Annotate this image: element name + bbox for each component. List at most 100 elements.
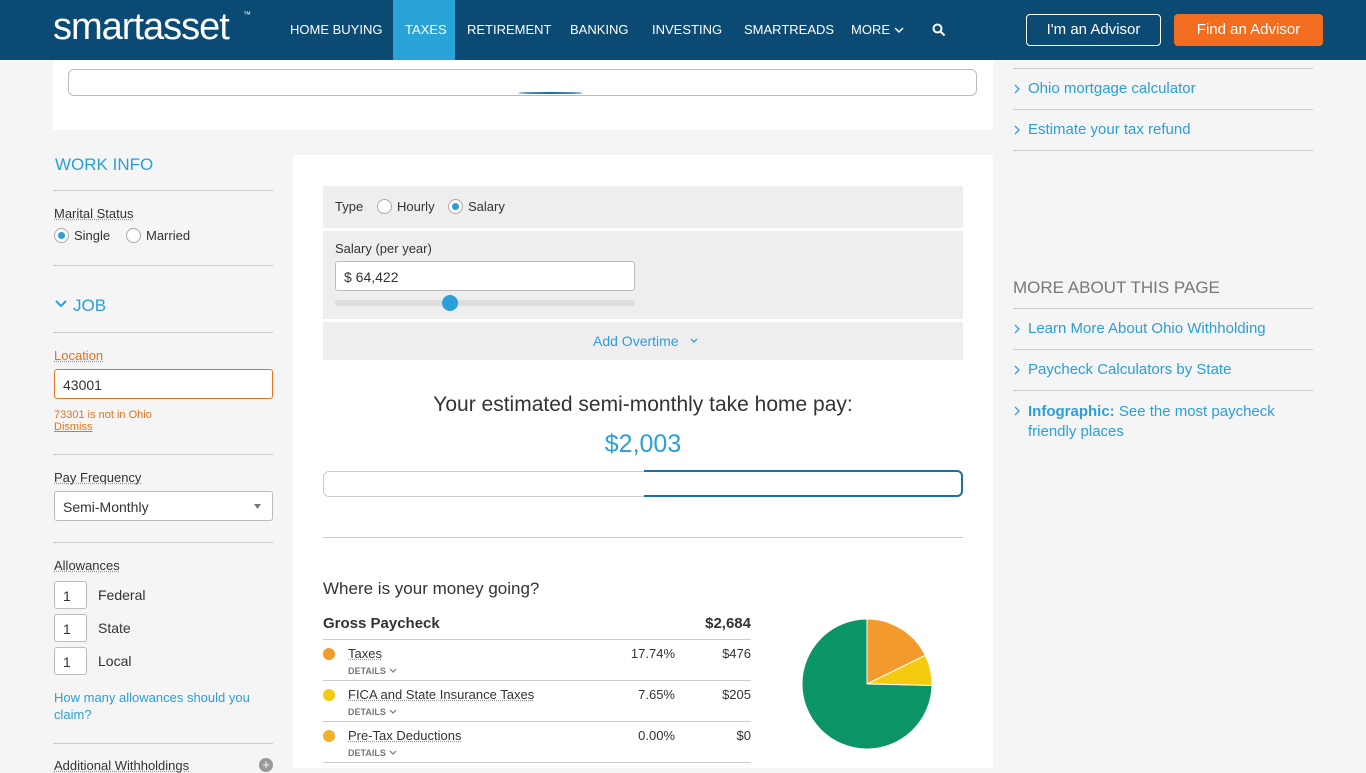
chevron [690, 338, 698, 343]
overtime-link[interactable]: Add Overtime [593, 333, 679, 349]
legend-dot [323, 730, 335, 742]
search-icon[interactable] [932, 23, 946, 37]
result-bar-fill [644, 470, 963, 497]
pie-chart [801, 618, 933, 750]
field-label: Allowances [54, 558, 120, 573]
radio-label: Single [74, 228, 111, 243]
sidebar-link[interactable]: Paycheck Calculators by State [1028, 361, 1232, 378]
details-link[interactable]: DETAILS [348, 707, 386, 717]
nav-item[interactable]: TAXES [405, 22, 447, 37]
result-title: Your estimated semi-monthly take home pa… [433, 393, 853, 416]
row-name: Taxes [348, 646, 382, 661]
nav-item[interactable]: SMARTREADS [744, 22, 835, 37]
nav-item[interactable]: MORE [851, 22, 890, 37]
details-link[interactable]: DETAILS [348, 666, 386, 676]
field-label: Salary (per year) [335, 241, 432, 256]
select-value: Semi-Monthly [63, 499, 149, 515]
field-label: Pay Frequency [54, 470, 142, 485]
nav-item[interactable]: RETIREMENT [467, 22, 552, 37]
row-percent: 0.00% [638, 728, 675, 743]
chevron [1014, 324, 1020, 334]
type-row [323, 186, 963, 228]
select[interactable]: Semi-Monthly [54, 491, 273, 521]
caret [254, 504, 261, 509]
logo-tm: ™ [243, 10, 251, 19]
radio[interactable] [126, 228, 141, 243]
location-input[interactable]: 43001 [54, 369, 273, 399]
radio[interactable] [377, 199, 392, 214]
chevron [389, 709, 397, 714]
chevron [894, 27, 904, 34]
allowance-input[interactable]: 1 [54, 647, 87, 675]
section-title: WORK INFO [55, 155, 154, 174]
overtime-row [323, 322, 963, 360]
field-label: Type [335, 199, 364, 214]
advisor-button[interactable]: I'm an Advisor [1026, 14, 1161, 46]
nav-active [393, 0, 455, 60]
slider-track [335, 300, 635, 306]
radio-label: Hourly [397, 199, 435, 214]
chevron [1014, 406, 1020, 416]
allowance-input[interactable]: 1 [54, 614, 87, 642]
hr [323, 721, 751, 722]
section-title[interactable]: JOB [73, 296, 107, 315]
link-bold: Infographic: [1028, 403, 1115, 420]
chevron [1014, 365, 1020, 375]
chevron [389, 750, 397, 755]
row-percent: 7.65% [638, 687, 675, 702]
hr [323, 762, 751, 763]
breakdown-title: Where is your money going? [323, 579, 540, 598]
sidebar-link[interactable]: Estimate your tax refund [1028, 121, 1191, 138]
field-label: Marital Status [54, 206, 134, 221]
sidebar-link[interactable]: Learn More About Ohio Withholding [1028, 320, 1266, 337]
bar-frame [68, 69, 977, 96]
dismiss-link[interactable]: Dismiss [54, 421, 93, 433]
allowance-label: State [98, 620, 131, 636]
hr [323, 639, 751, 640]
add-icon[interactable]: + [259, 758, 273, 772]
error-text: 73301 is not in Ohio [54, 409, 152, 421]
find-advisor-button[interactable]: Find an Advisor [1174, 14, 1323, 46]
hr [1013, 349, 1313, 350]
bar-fill [518, 92, 583, 94]
row-name: FICA and State Insurance Taxes [348, 687, 535, 702]
radio-label: Married [146, 228, 191, 243]
allowance-label: Federal [98, 587, 146, 603]
chevron [55, 300, 67, 308]
row-percent: 17.74% [630, 646, 675, 661]
salary-input[interactable]: $ 64,422 [335, 261, 635, 291]
help-link[interactable]: How many allowances should you claim? [54, 690, 250, 722]
radio-label: Salary [468, 199, 505, 214]
input-value: 43001 [63, 377, 102, 393]
nav-item[interactable]: INVESTING [652, 22, 723, 37]
allowance-input[interactable]: 1 [54, 581, 87, 609]
pie-slice [801, 618, 933, 750]
row-amount: $476 [722, 646, 751, 661]
field-label: Additional Withholdings [54, 758, 190, 773]
radio[interactable] [448, 199, 463, 214]
pie-slice [866, 618, 927, 685]
field-label: Location [54, 348, 104, 363]
sidebar-link[interactable]: Ohio mortgage calculator [1028, 80, 1196, 97]
chevron [1014, 125, 1020, 135]
nav-item[interactable]: BANKING [570, 22, 629, 37]
row-name: Pre-Tax Deductions [348, 728, 462, 743]
hr [1013, 150, 1313, 151]
chevron [389, 668, 397, 673]
infographic-link[interactable]: Infographic: See the most paycheck frien… [1028, 402, 1308, 442]
logo[interactable]: smartasset [53, 6, 230, 48]
nav-item[interactable]: HOME BUYING [290, 22, 383, 37]
slider-thumb[interactable] [442, 295, 458, 311]
legend-dot [323, 648, 335, 660]
row-amount: $0 [736, 728, 751, 743]
radio[interactable] [54, 228, 69, 243]
chevron [1014, 84, 1020, 94]
details-link[interactable]: DETAILS [348, 748, 386, 758]
take-home-pay: $2,003 [604, 430, 682, 458]
allowance-label: Local [98, 653, 132, 669]
section-title: MORE ABOUT THIS PAGE [1013, 278, 1220, 297]
top-panel [53, 60, 993, 130]
legend-dot [323, 689, 335, 701]
